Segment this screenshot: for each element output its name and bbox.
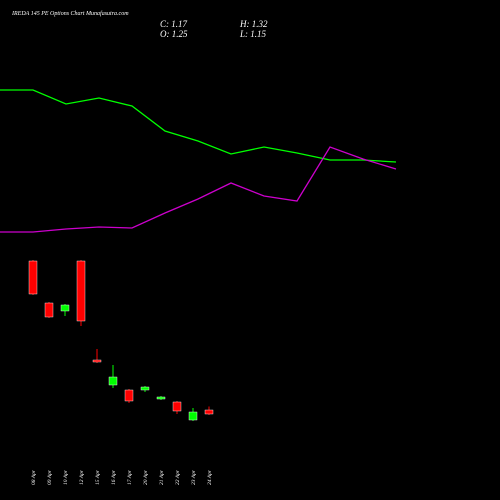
x-tick-label: 16 Apr xyxy=(111,469,117,485)
indicator-line xyxy=(0,89,397,163)
open-label: O: 1.25 xyxy=(160,29,188,39)
candle-body xyxy=(188,411,198,421)
x-tick-label: 24 Apr xyxy=(206,469,213,485)
candle-body xyxy=(28,260,38,295)
x-tick-label: 10 Apr xyxy=(63,469,69,485)
candle-body xyxy=(76,260,86,322)
x-tick-label: 21 Apr xyxy=(159,469,165,485)
x-tick-label: 23 Apr xyxy=(191,469,197,485)
candle-body xyxy=(156,396,166,400)
candle-body xyxy=(172,401,182,412)
low-label: L: 1.15 xyxy=(239,29,267,39)
x-tick-label: 09 Apr xyxy=(47,469,53,485)
x-tick-label: 22 Apr xyxy=(175,469,181,485)
x-tick-label: 12 Apr xyxy=(79,469,85,485)
candle-body xyxy=(140,386,150,391)
close-label: C: 1.17 xyxy=(160,19,188,29)
candle-body xyxy=(124,389,134,402)
candle-body xyxy=(204,409,214,415)
candle-body xyxy=(92,359,102,363)
candle-body xyxy=(60,304,70,312)
x-tick-label: 20 Apr xyxy=(143,469,149,485)
x-tick-label: 08 Apr xyxy=(31,469,37,485)
chart-title: IREDA 145 PE Options Chart Munafasutra.c… xyxy=(11,10,129,17)
x-tick-label: 15 Apr xyxy=(95,469,101,485)
candle-body xyxy=(44,302,54,318)
candle-body xyxy=(108,376,118,386)
x-tick-label: 17 Apr xyxy=(127,469,133,485)
indicator-line xyxy=(0,146,397,233)
high-label: H: 1.32 xyxy=(239,19,268,29)
